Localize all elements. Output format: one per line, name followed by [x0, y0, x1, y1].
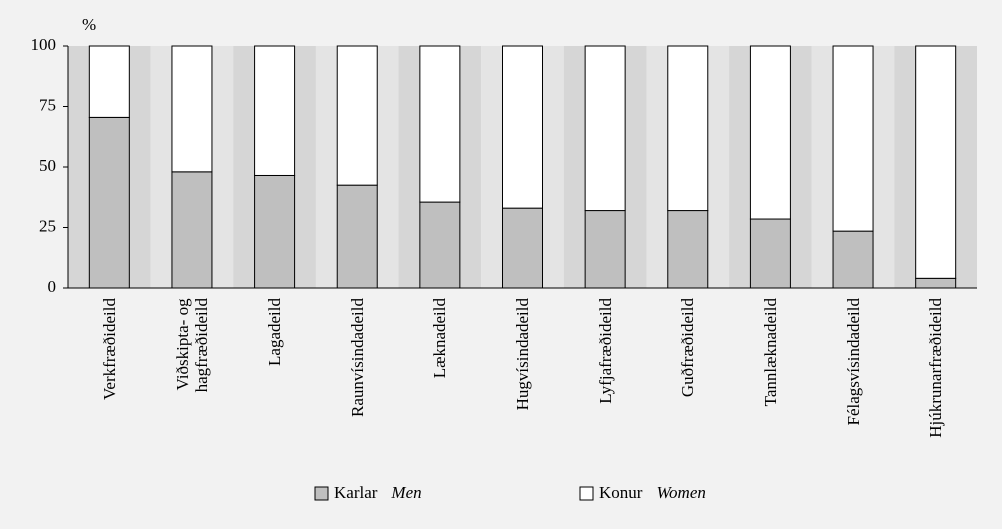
y-tick-label: 25 — [39, 216, 56, 235]
legend-swatch — [314, 486, 329, 501]
bar-segment — [502, 207, 543, 289]
legend-label: Karlar Men — [334, 483, 422, 502]
bar-segment — [749, 218, 791, 289]
y-unit: % — [82, 15, 96, 34]
y-tick-label: 100 — [31, 35, 57, 54]
bar-segment — [584, 45, 626, 212]
x-tick-label: Félagsvísindadeild — [843, 298, 863, 426]
x-tick-label: Hugvísindadeild — [513, 298, 532, 411]
x-tick-label: Lyfjafræðideild — [595, 298, 615, 404]
bar-segment — [832, 45, 874, 232]
bar-segment — [254, 45, 296, 176]
bar-segment — [832, 230, 874, 289]
x-tick-label: Raunvísindadeild — [347, 298, 367, 417]
bar-segment — [171, 171, 213, 289]
bar-segment — [915, 277, 957, 289]
y-tick-label: 0 — [48, 277, 57, 296]
bar-segment — [667, 210, 709, 289]
bar-segment — [419, 201, 461, 289]
legend-label: Konur Women — [599, 483, 706, 502]
legend-name-en: Men — [390, 483, 421, 502]
bar-segment — [336, 45, 378, 186]
bar-segment — [749, 45, 791, 220]
x-tick-label: Læknadeild — [430, 298, 450, 379]
legend-name: Konur — [599, 483, 643, 502]
bar-segment — [502, 45, 543, 209]
bar-segment — [88, 45, 130, 118]
x-tick-label: Hjúkrunarfræðideild — [926, 298, 946, 438]
legend-name: Karlar — [334, 483, 378, 502]
bar-segment — [915, 45, 957, 279]
y-tick-label: 75 — [39, 95, 56, 114]
bar-segment — [88, 116, 130, 289]
x-tick-label: Tannlæknadeild — [760, 298, 780, 407]
legend-name-en: Women — [656, 483, 705, 502]
x-tick-label: Guðfræðideild — [678, 298, 698, 398]
bar-segment — [336, 184, 378, 289]
bar-segment — [584, 210, 626, 289]
bar-segment — [419, 45, 461, 203]
x-tick-label: Viðskipta- og hagfræðideild — [172, 298, 211, 393]
legend-swatch — [579, 486, 594, 501]
bar-segment — [171, 45, 213, 173]
bar-segment — [667, 45, 709, 212]
x-tick-label: Lagadeild — [265, 298, 285, 366]
x-tick-label: Verkfræðideild — [99, 298, 119, 400]
y-tick-label: 50 — [39, 156, 56, 175]
bar-segment — [254, 174, 296, 289]
